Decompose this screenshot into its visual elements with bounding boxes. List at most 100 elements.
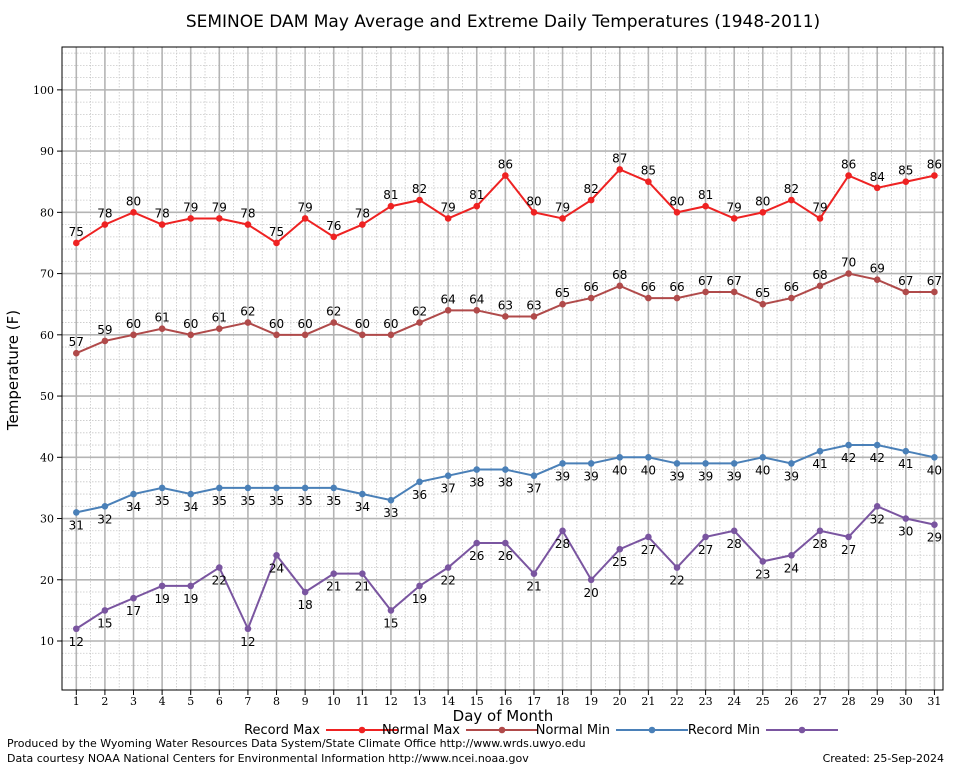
normal-max-data-label: 67	[898, 274, 913, 288]
normal-min-point	[301, 484, 309, 492]
record-min-point	[130, 594, 137, 602]
record-min-data-label: 15	[97, 616, 112, 630]
normal-max-data-label: 63	[526, 298, 541, 312]
record-max-point	[902, 178, 910, 186]
normal-min-data-label: 40	[612, 463, 627, 477]
normal-max-point	[816, 282, 824, 290]
record-max-data-label: 85	[641, 164, 656, 178]
normal-max-point	[187, 331, 195, 339]
x-tick-label: 19	[584, 695, 598, 708]
x-tick-label: 23	[699, 695, 713, 708]
normal-max-point	[788, 294, 795, 302]
record-max-point	[73, 239, 80, 247]
normal-max-data-label: 66	[669, 280, 684, 294]
record-max-point	[416, 196, 423, 204]
normal-max-point	[130, 331, 137, 339]
record-max-data-label: 82	[784, 182, 799, 196]
normal-max-data-label: 66	[584, 280, 599, 294]
record-min-point	[559, 527, 566, 535]
y-tick-label: 10	[40, 635, 54, 648]
record-max-data-label: 78	[240, 207, 255, 221]
record-min-point	[816, 527, 824, 535]
normal-max-point	[387, 331, 395, 339]
record-min-point	[158, 582, 166, 590]
record-max-data-label: 86	[927, 158, 942, 172]
normal-max-data-label: 62	[412, 305, 427, 319]
record-min-point	[359, 570, 366, 577]
record-min-data-label: 26	[469, 549, 484, 563]
normal-min-data-label: 34	[355, 500, 370, 514]
record-max-data-label: 79	[183, 200, 198, 214]
normal-min-point	[931, 453, 938, 461]
record-min-data-label: 19	[412, 592, 427, 606]
record-min-point	[788, 551, 795, 559]
minor-gridlines	[62, 47, 943, 691]
major-gridlines	[62, 47, 943, 690]
record-min-data-label: 28	[555, 537, 570, 551]
record-max-point	[845, 172, 852, 179]
normal-min-point	[416, 478, 423, 486]
record-min-point	[416, 582, 423, 590]
record-max-data-label: 79	[297, 200, 312, 214]
normal-max-data-label: 63	[498, 298, 513, 312]
normal-min-point	[130, 490, 137, 498]
record-max-data-label: 80	[126, 194, 141, 208]
record-min-data-label: 27	[841, 543, 856, 557]
record-max-data-label: 79	[555, 200, 570, 214]
normal-max-data-label: 57	[69, 335, 84, 349]
record-max-point	[244, 221, 252, 228]
x-tick-label: 7	[244, 695, 251, 708]
normal-max-data-label: 60	[269, 317, 284, 331]
y-tick-label: 80	[40, 206, 54, 219]
normal-min-point	[101, 502, 109, 510]
normal-max-data-label: 66	[784, 280, 799, 294]
normal-max-point	[845, 270, 852, 277]
record-min-data-label: 27	[641, 543, 656, 557]
record-min-point	[387, 607, 395, 614]
normal-min-data-label: 36	[412, 488, 427, 502]
x-tick-label: 31	[927, 695, 941, 708]
record-max-data-label: 81	[383, 188, 398, 202]
normal-max-data-label: 60	[126, 317, 141, 331]
x-axis-ticks: 1 2 3 4 5 6 7 8 9 10 11 12 13 14 15 16 17 18 19 20 21 22 23 24 2…	[73, 690, 941, 708]
record-min-point	[273, 551, 280, 559]
normal-min-data-label: 31	[69, 518, 84, 532]
x-tick-label: 12	[384, 695, 398, 708]
normal-max-data-label: 68	[612, 268, 627, 282]
normal-min-point	[845, 441, 852, 449]
x-tick-label: 13	[413, 695, 427, 708]
normal-min-data-label: 35	[326, 494, 341, 508]
x-tick-label: 15	[470, 695, 484, 708]
record-max-point	[559, 215, 566, 222]
normal-min-point	[673, 460, 681, 467]
record-max-data-label: 80	[669, 194, 684, 208]
record-max-data-label: 86	[841, 158, 856, 172]
normal-max-point	[645, 294, 652, 302]
x-tick-label: 27	[813, 695, 827, 708]
footer-data-courtesy: Data courtesy NOAA National Centers for …	[7, 752, 529, 765]
normal-min-point	[702, 460, 709, 467]
x-tick-label: 30	[899, 695, 913, 708]
record-max-data-label: 79	[812, 200, 827, 214]
record-max-point	[473, 202, 481, 210]
legend-marker-normal-min	[648, 726, 656, 734]
record-max-point	[158, 221, 166, 228]
normal-min-data-label: 39	[669, 469, 684, 483]
normal-min-data-label: 39	[784, 469, 799, 483]
normal-min-data-label: 39	[727, 469, 742, 483]
record-min-data-label: 21	[526, 580, 541, 594]
record-max-data-label: 79	[727, 200, 742, 214]
normal-min-data-label: 38	[498, 476, 513, 490]
normal-max-point	[73, 349, 80, 357]
record-min-data-label: 23	[755, 567, 770, 581]
record-min-point	[702, 533, 709, 541]
x-axis-label: Day of Month	[453, 707, 554, 725]
normal-min-point	[73, 509, 80, 516]
normal-max-point	[616, 282, 624, 290]
normal-min-data-label: 40	[641, 463, 656, 477]
normal-min-data-label: 39	[698, 469, 713, 483]
record-max-data-label: 80	[526, 194, 541, 208]
record-min-data-label: 19	[183, 592, 198, 606]
x-tick-label: 11	[355, 695, 369, 708]
record-max-data-label: 82	[412, 182, 427, 196]
